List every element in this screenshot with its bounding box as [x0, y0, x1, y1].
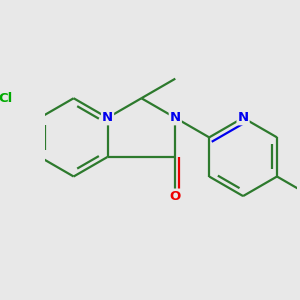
Text: N: N — [238, 111, 249, 124]
Text: N: N — [170, 111, 181, 124]
Text: O: O — [170, 190, 181, 202]
Text: N: N — [102, 111, 113, 124]
Text: Cl: Cl — [0, 92, 13, 105]
